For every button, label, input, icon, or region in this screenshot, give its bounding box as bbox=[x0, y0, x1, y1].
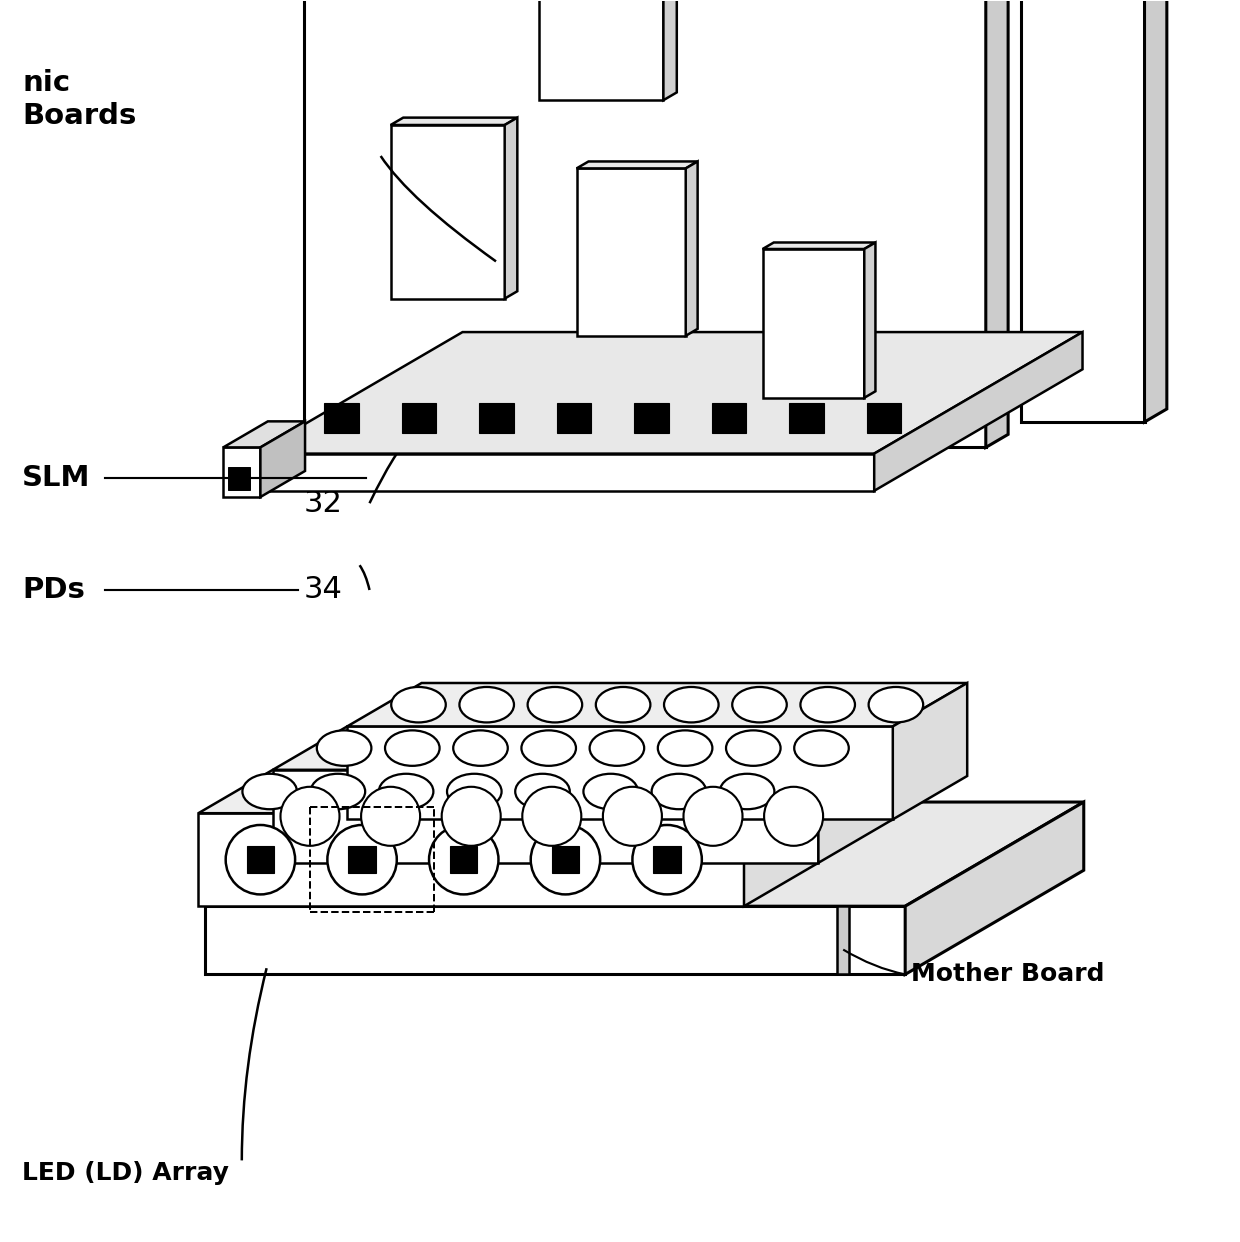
Circle shape bbox=[603, 786, 662, 846]
Polygon shape bbox=[391, 118, 517, 125]
Polygon shape bbox=[539, 0, 663, 101]
Ellipse shape bbox=[242, 774, 296, 810]
Ellipse shape bbox=[590, 730, 645, 766]
Text: LED (LD) Array: LED (LD) Array bbox=[22, 1161, 229, 1185]
Ellipse shape bbox=[310, 774, 365, 810]
Ellipse shape bbox=[584, 774, 639, 810]
Ellipse shape bbox=[868, 687, 923, 723]
Bar bbox=[867, 404, 901, 433]
Ellipse shape bbox=[658, 730, 713, 766]
Text: Mother Board: Mother Board bbox=[911, 963, 1105, 986]
Circle shape bbox=[441, 786, 501, 846]
Ellipse shape bbox=[727, 730, 781, 766]
Bar bbox=[479, 404, 513, 433]
Ellipse shape bbox=[528, 687, 583, 723]
Bar bbox=[634, 404, 668, 433]
Bar bbox=[324, 404, 358, 433]
Bar bbox=[653, 846, 681, 873]
Ellipse shape bbox=[516, 774, 569, 810]
Polygon shape bbox=[893, 683, 967, 820]
Polygon shape bbox=[905, 802, 1084, 975]
Polygon shape bbox=[304, 0, 986, 447]
Circle shape bbox=[764, 786, 823, 846]
Polygon shape bbox=[198, 770, 818, 814]
Circle shape bbox=[531, 825, 600, 894]
Circle shape bbox=[327, 825, 397, 894]
Circle shape bbox=[226, 825, 295, 894]
Ellipse shape bbox=[448, 774, 501, 810]
Circle shape bbox=[429, 825, 498, 894]
Ellipse shape bbox=[316, 730, 371, 766]
Polygon shape bbox=[837, 907, 849, 975]
Ellipse shape bbox=[454, 730, 508, 766]
Text: nic
Boards: nic Boards bbox=[22, 70, 136, 129]
Bar bbox=[712, 404, 746, 433]
Bar bbox=[557, 404, 591, 433]
Ellipse shape bbox=[801, 687, 856, 723]
Polygon shape bbox=[273, 770, 818, 863]
Polygon shape bbox=[1021, 0, 1145, 422]
Ellipse shape bbox=[596, 687, 651, 723]
Polygon shape bbox=[273, 727, 893, 770]
Ellipse shape bbox=[392, 687, 446, 723]
Polygon shape bbox=[254, 453, 874, 491]
Bar bbox=[402, 404, 436, 433]
Ellipse shape bbox=[795, 730, 848, 766]
Ellipse shape bbox=[460, 687, 515, 723]
Polygon shape bbox=[744, 770, 818, 907]
Polygon shape bbox=[347, 683, 967, 727]
Text: 32: 32 bbox=[304, 488, 342, 518]
Polygon shape bbox=[260, 421, 305, 497]
Bar bbox=[228, 467, 250, 489]
Circle shape bbox=[683, 786, 743, 846]
Text: 34: 34 bbox=[304, 575, 342, 605]
Bar bbox=[348, 846, 376, 873]
Circle shape bbox=[361, 786, 420, 846]
Text: PDs: PDs bbox=[22, 576, 86, 604]
Text: SLM: SLM bbox=[22, 465, 91, 492]
Circle shape bbox=[280, 786, 340, 846]
Polygon shape bbox=[1145, 0, 1167, 422]
Polygon shape bbox=[686, 161, 698, 335]
Polygon shape bbox=[663, 0, 677, 101]
Polygon shape bbox=[198, 814, 744, 907]
Bar bbox=[247, 846, 274, 873]
Polygon shape bbox=[864, 242, 875, 397]
Bar bbox=[789, 404, 823, 433]
Text: 20: 20 bbox=[335, 142, 373, 170]
Polygon shape bbox=[205, 802, 1084, 907]
Polygon shape bbox=[577, 169, 686, 335]
Polygon shape bbox=[505, 118, 517, 298]
Polygon shape bbox=[577, 161, 698, 169]
Circle shape bbox=[522, 786, 582, 846]
Ellipse shape bbox=[719, 774, 774, 810]
Polygon shape bbox=[874, 332, 1083, 491]
Ellipse shape bbox=[652, 774, 707, 810]
Polygon shape bbox=[986, 0, 1008, 447]
Polygon shape bbox=[763, 242, 875, 248]
Polygon shape bbox=[818, 727, 893, 863]
Ellipse shape bbox=[522, 730, 575, 766]
Ellipse shape bbox=[665, 687, 719, 723]
Polygon shape bbox=[205, 907, 905, 975]
Polygon shape bbox=[223, 447, 260, 497]
Ellipse shape bbox=[732, 687, 786, 723]
Polygon shape bbox=[347, 727, 893, 820]
Circle shape bbox=[632, 825, 702, 894]
Bar bbox=[552, 846, 579, 873]
Polygon shape bbox=[763, 248, 864, 397]
Polygon shape bbox=[391, 125, 505, 298]
Polygon shape bbox=[254, 332, 1083, 453]
Ellipse shape bbox=[379, 774, 434, 810]
Bar bbox=[450, 846, 477, 873]
Ellipse shape bbox=[384, 730, 439, 766]
Polygon shape bbox=[223, 421, 305, 447]
